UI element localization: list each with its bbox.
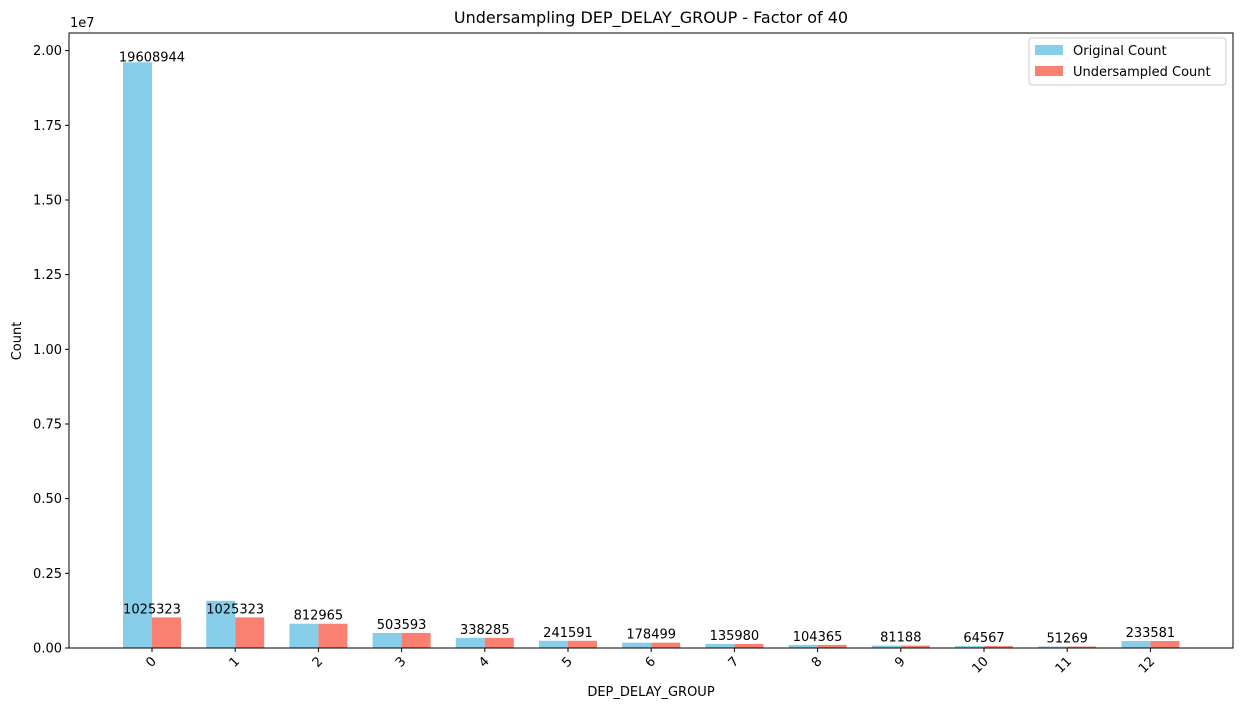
bar-undersampled-4 xyxy=(484,637,514,648)
legend-swatch-undersampled xyxy=(1035,66,1063,76)
bar-value-label: 64567 xyxy=(963,631,1004,646)
bar-original-12 xyxy=(1121,641,1151,648)
bar-original-4 xyxy=(455,637,485,648)
bar-value-label: 104365 xyxy=(793,630,843,645)
legend-box xyxy=(1028,37,1227,86)
bar-original-0 xyxy=(123,62,152,648)
y-tick-label: 0.25 xyxy=(33,567,62,582)
legend-swatch-original xyxy=(1035,45,1063,55)
bar-original-11 xyxy=(1038,646,1068,648)
bar-original-3 xyxy=(372,632,402,648)
bar-value-label: 81188 xyxy=(880,631,921,646)
bar-value-label: 233581 xyxy=(1126,626,1176,641)
bar-labels: 19608944 1025323 812965 503593 338285 241591 1… xyxy=(119,50,1175,646)
y-tick-label: 0.00 xyxy=(33,642,62,657)
bar-original-2 xyxy=(289,623,319,648)
bar-value-label: 19608944 xyxy=(119,50,185,65)
bar-original-10 xyxy=(955,646,984,648)
bar-undersampled-10 xyxy=(984,646,1013,648)
bar-undersampled-0 xyxy=(152,617,181,648)
y-axis-ticks: 0.00 0.25 0.50 0.75 1.00 1.25 1.50 1.75 2.00 xyxy=(33,44,69,657)
bar-undersampled-3 xyxy=(401,632,431,648)
x-axis-label: DEP_DELAY_GROUP xyxy=(587,685,715,700)
plot-frame xyxy=(68,32,1234,649)
bar-value-label-undersampled: 1025323 xyxy=(123,602,181,617)
bar-original-8 xyxy=(788,644,818,648)
bar-value-label: 812965 xyxy=(294,609,344,624)
bar-value-label: 241591 xyxy=(543,626,593,641)
bar-undersampled-2 xyxy=(318,623,348,648)
bar-original-5 xyxy=(539,640,568,648)
bar-original-1 xyxy=(206,600,236,648)
y-scale-offset: 1e7 xyxy=(70,16,95,31)
bar-undersampled-11 xyxy=(1067,646,1097,648)
bar-value-label: 503593 xyxy=(377,618,427,633)
bar-undersampled-12 xyxy=(1150,641,1180,648)
y-tick-label: 1.75 xyxy=(33,119,62,134)
bar-original-6 xyxy=(622,642,652,648)
bar-undersampled-9 xyxy=(900,645,930,648)
bar-value-label: 135980 xyxy=(710,629,760,644)
bar-value-label: 338285 xyxy=(460,623,510,638)
chart-title: Undersampling DEP_DELAY_GROUP - Factor o… xyxy=(454,8,848,28)
bar-undersampled-1 xyxy=(235,617,265,648)
y-axis-label: Count xyxy=(10,322,25,361)
y-tick-label: 1.00 xyxy=(33,343,62,358)
bar-value-label: 51269 xyxy=(1047,631,1088,646)
bar-undersampled-8 xyxy=(817,644,847,648)
bar-original-7 xyxy=(705,643,735,648)
legend-label-original: Original Count xyxy=(1073,44,1167,59)
bar-undersampled-6 xyxy=(651,642,681,648)
bar-undersampled-5 xyxy=(568,640,597,648)
bar-value-label: 1025323 xyxy=(206,602,264,617)
bars xyxy=(123,62,1180,648)
bar-undersampled-7 xyxy=(734,643,764,648)
legend: Original Count Undersampled Count xyxy=(1028,37,1227,86)
y-tick-label: 0.75 xyxy=(33,417,62,432)
y-tick-label: 1.50 xyxy=(33,193,62,208)
y-tick-label: 1.25 xyxy=(33,268,62,283)
legend-label-undersampled: Undersampled Count xyxy=(1073,65,1211,80)
y-tick-label: 2.00 xyxy=(33,44,62,59)
bar-original-9 xyxy=(871,645,901,648)
y-tick-label: 0.50 xyxy=(33,492,62,507)
bar-value-label: 178499 xyxy=(626,628,676,643)
